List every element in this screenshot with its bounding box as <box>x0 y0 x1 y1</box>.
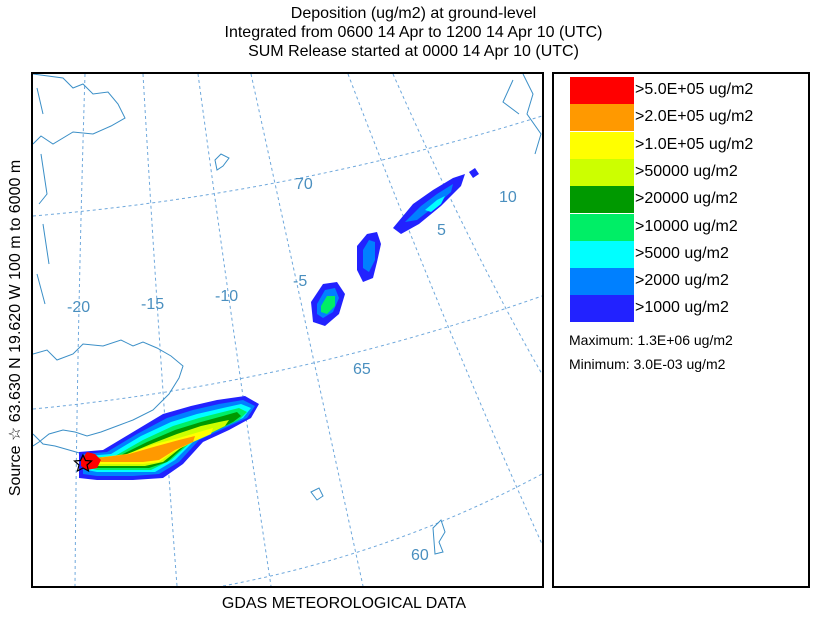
legend-swatch <box>570 268 634 296</box>
patch-c-5000 <box>425 196 445 212</box>
deposition-main-plume <box>79 396 259 480</box>
lon-label-10: 10 <box>499 189 517 206</box>
legend-label: >1.0E+05 ug/m2 <box>635 135 754 153</box>
legend-swatch <box>570 104 634 132</box>
data-source-footer: GDAS METEOROLOGICAL DATA <box>221 595 467 612</box>
lon-label-5: 5 <box>437 222 446 239</box>
source-star-icon <box>73 453 93 473</box>
lon-label-m15: -15 <box>141 296 164 313</box>
lon-line-m5 <box>250 74 364 586</box>
lat-label-60: 60 <box>411 547 429 564</box>
lon-line-m20 <box>74 74 86 586</box>
lat-line-65 <box>33 295 542 410</box>
longitude-lines <box>74 74 542 586</box>
lon-label-m5: -5 <box>293 273 307 290</box>
title-line-1: Deposition (ug/m2) at ground-level <box>290 5 537 22</box>
legend-swatch <box>570 240 634 268</box>
legend-label: >20000 ug/m2 <box>635 190 738 208</box>
map-panel: 70 65 60 -20 -15 -10 -5 5 10 <box>31 72 544 588</box>
title-line-3: SUM Release started at 0000 14 Apr 10 (U… <box>248 43 579 60</box>
lat-label-70: 70 <box>295 176 313 193</box>
legend-label: >10000 ug/m2 <box>635 217 738 235</box>
legend-label: >5000 ug/m2 <box>635 244 729 262</box>
lon-line-5 <box>347 74 542 545</box>
legend-swatch <box>570 77 634 104</box>
lat-label-65: 65 <box>353 361 371 378</box>
patch-d-1000 <box>469 168 479 178</box>
deposition-distal-patches <box>311 168 479 326</box>
legend-label: >50000 ug/m2 <box>635 162 738 180</box>
maximum-value: Maximum: 1.3E+06 ug/m2 <box>569 332 733 348</box>
legend-panel: >5.0E+05 ug/m2 >2.0E+05 ug/m2 >1.0E+05 ug/… <box>552 72 810 588</box>
patch-c-2000 <box>405 184 453 222</box>
map-canvas: 70 65 60 -20 -15 -10 -5 5 10 <box>33 74 542 586</box>
greenland-coast <box>33 74 126 145</box>
lat-line-60 <box>222 473 542 586</box>
coastlines <box>33 74 542 555</box>
norway-coast <box>502 74 542 155</box>
iceland-east-coast <box>33 339 184 447</box>
legend-label: >2.0E+05 ug/m2 <box>635 108 754 126</box>
legend-label: >5.0E+05 ug/m2 <box>635 81 754 98</box>
source-info-label: Source ☆ 63.630 N 19.620 W 100 m to 6000… <box>7 159 24 497</box>
legend-swatch <box>570 295 634 323</box>
minimum-value: Minimum: 3.0E-03 ug/m2 <box>569 356 726 372</box>
lon-line-10 <box>392 74 542 375</box>
latitude-lines <box>33 115 542 586</box>
patch-a-10000 <box>321 296 335 314</box>
shetland-islands <box>432 519 446 555</box>
greenland-fjords <box>36 87 50 305</box>
legend-label: >1000 ug/m2 <box>635 299 729 317</box>
legend-swatch <box>570 131 634 159</box>
jan-mayen-island <box>214 153 230 171</box>
patch-b-2000 <box>363 240 375 272</box>
plume-contour-200000 <box>97 436 195 462</box>
lon-line-m10 <box>197 74 272 586</box>
legend-swatch <box>570 213 634 241</box>
lat-line-70 <box>33 115 542 217</box>
legend-label: >2000 ug/m2 <box>635 272 729 290</box>
legend-swatch <box>570 186 634 214</box>
faroe-islands <box>310 487 324 501</box>
title-line-2: Integrated from 0600 14 Apr to 1200 14 A… <box>224 24 603 41</box>
lon-line-m15 <box>142 74 178 586</box>
lon-label-m20: -20 <box>67 299 90 316</box>
legend-swatch <box>570 158 634 186</box>
lon-label-m10: -10 <box>215 288 238 305</box>
